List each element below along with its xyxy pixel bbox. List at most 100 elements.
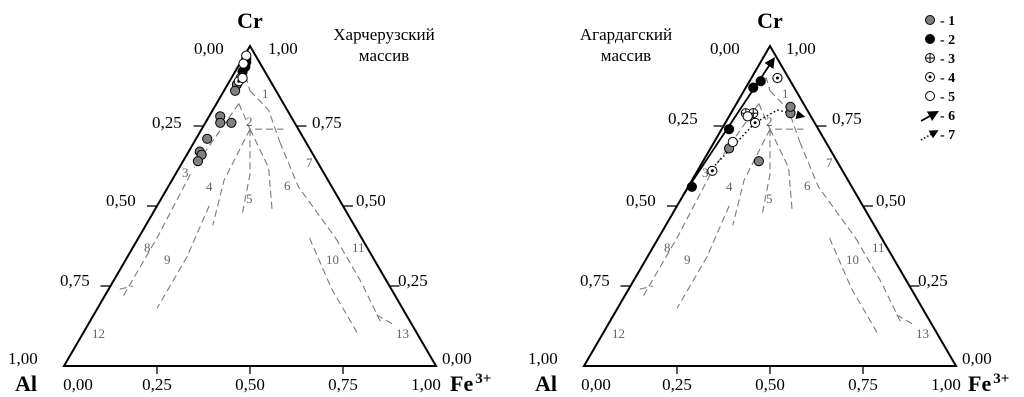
legend-label-5: - 5 [940, 90, 955, 105]
left-field-label-9: 9 [164, 252, 171, 267]
left-field-boundary-7 [249, 128, 273, 213]
left-point-s1-6 [202, 133, 213, 144]
right-point-s1-4 [753, 156, 764, 167]
left-field-label-11: 11 [352, 240, 365, 255]
right-field-boundary-8 [799, 141, 857, 239]
left-field-label-6: 6 [284, 178, 291, 193]
left-field-label-1: 1 [262, 86, 269, 101]
right-chart-title-line1: Агардагский [580, 25, 672, 44]
right-point-s2-2 [748, 82, 759, 93]
right-chart-title-line2: массив [601, 46, 651, 65]
right-vertex-top-label: Cr [757, 8, 783, 33]
right-ticklabel-rightedge-50: 0,50 [876, 191, 906, 210]
left-point-s1-5 [226, 117, 237, 128]
right-field-label-8: 8 [664, 240, 671, 255]
right-field-label-6: 6 [804, 178, 811, 193]
left-field-boundary-5 [242, 129, 251, 213]
right-ticklabel-leftedge-100: 1,00 [528, 349, 558, 368]
right-field-boundary-6 [732, 128, 771, 226]
right-point-s1-2 [785, 101, 796, 112]
left-field-label-13: 13 [396, 326, 409, 341]
right-point-s5-2 [727, 136, 738, 148]
right-ticks [620, 125, 920, 374]
right-point-s2-1 [755, 76, 766, 87]
left-field-label-5: 5 [246, 191, 253, 206]
right-ticklabel-rightedge-0: 0,00 [962, 349, 992, 368]
right-data-points [686, 72, 796, 192]
right-field-label-5: 5 [766, 191, 773, 206]
legend-item-6: - 6 [920, 109, 955, 124]
left-ticklabel-leftedge-100: 1,00 [8, 349, 38, 368]
right-point-s4-1-dot [775, 76, 779, 80]
left-vertex-top-label: Cr [237, 8, 263, 33]
legend-marker-gray-circle [925, 15, 935, 25]
right-ticklabel-leftedge-50: 0,50 [626, 191, 656, 210]
left-ticklabel-leftedge-50: 0,50 [106, 191, 136, 210]
left-ticklabel-leftedge-0: 0,00 [194, 39, 224, 58]
right-ticklabel-rightedge-100: 1,00 [786, 39, 816, 58]
legend-label-2: - 2 [940, 33, 955, 48]
right-point-s5-1 [742, 111, 753, 122]
legend-item-1: - 1 [925, 14, 955, 29]
right-ticklabel-leftedge-0: 0,00 [710, 39, 740, 58]
legend-item-2: - 2 [925, 33, 955, 48]
legend-marker-solid-arrow [920, 110, 939, 122]
legend-marker-dotted-arrow [920, 130, 939, 141]
right-vertex-right-label: Fe 3+ [968, 371, 1009, 396]
right-ternary-panel: Агардагский массив Cr Al Fe 3+ 0,00 0,25 … [528, 8, 1009, 396]
left-ticklabel-rightedge-25: 0,25 [398, 271, 428, 290]
right-field-label-11: 11 [872, 240, 885, 255]
right-point-s2-4 [686, 181, 697, 192]
left-ticklabel-rightedge-0: 0,00 [442, 349, 472, 368]
right-field-label-10: 10 [846, 252, 859, 267]
right-field-boundary-13 [639, 285, 653, 290]
right-field-boundary-12 [828, 237, 879, 335]
left-field-label-12: 12 [92, 326, 105, 341]
legend-item-5: - 5 [925, 90, 955, 105]
right-field-label-12: 12 [612, 326, 625, 341]
left-ticklabel-rightedge-75: 0,75 [312, 113, 342, 132]
left-point-s1-2 [230, 85, 241, 96]
right-field-label-9: 9 [684, 252, 691, 267]
legend-label-7: - 7 [940, 128, 955, 143]
left-field-boundary-13 [119, 285, 133, 290]
left-ticklabel-rightedge-50: 0,50 [356, 191, 386, 210]
right-field-label-4: 4 [726, 179, 733, 194]
left-ticklabel-leftedge-75: 0,75 [60, 271, 90, 290]
left-field-label-10: 10 [326, 252, 339, 267]
left-field-boundary-14 [376, 314, 394, 325]
right-ticklabel-leftedge-75: 0,75 [580, 271, 610, 290]
right-field-label-2: 2 [766, 114, 773, 129]
legend-marker-open-circle [925, 91, 935, 101]
right-ticklabel-bottom-25: 0,25 [662, 375, 692, 394]
left-ticks [100, 125, 400, 374]
left-field-boundary-10 [156, 205, 210, 309]
left-field-boundary-4 [193, 103, 240, 168]
right-ticklabel-rightedge-25: 0,25 [918, 271, 948, 290]
right-field-label-13: 13 [916, 326, 929, 341]
legend-label-3: - 3 [940, 52, 955, 67]
left-ticklabel-bottom-75: 0,75 [328, 375, 358, 394]
legend-label-1: - 1 [940, 14, 955, 29]
legend-item-4: - 4 [925, 71, 955, 86]
legend-label-6: - 6 [940, 109, 955, 124]
left-field-label-4: 4 [206, 179, 213, 194]
left-vertex-right-label: Fe 3+ [450, 371, 491, 396]
left-point-s5-2 [238, 58, 249, 69]
right-point-s4-3-dot [710, 169, 714, 173]
legend-item-7: - 7 [920, 128, 955, 143]
left-field-label-2: 2 [246, 114, 253, 129]
left-field-boundary-9 [123, 173, 191, 296]
right-field-boundary-7 [769, 128, 793, 213]
right-point-s4-1 [772, 72, 783, 84]
right-vertex-left-label: Al [535, 371, 557, 396]
left-field-boundary-12 [308, 237, 359, 335]
right-field-label-1: 1 [782, 86, 789, 101]
right-ticklabel-bottom-75: 0,75 [848, 375, 878, 394]
left-chart-title-line1: Харчерузский [333, 25, 435, 44]
left-field-label-8: 8 [144, 240, 151, 255]
left-field-boundary-1 [249, 90, 281, 143]
left-point-s5-3 [237, 72, 248, 84]
right-ticklabel-bottom-50: 0,50 [755, 375, 785, 394]
left-vertex-left-label: Al [15, 371, 37, 396]
